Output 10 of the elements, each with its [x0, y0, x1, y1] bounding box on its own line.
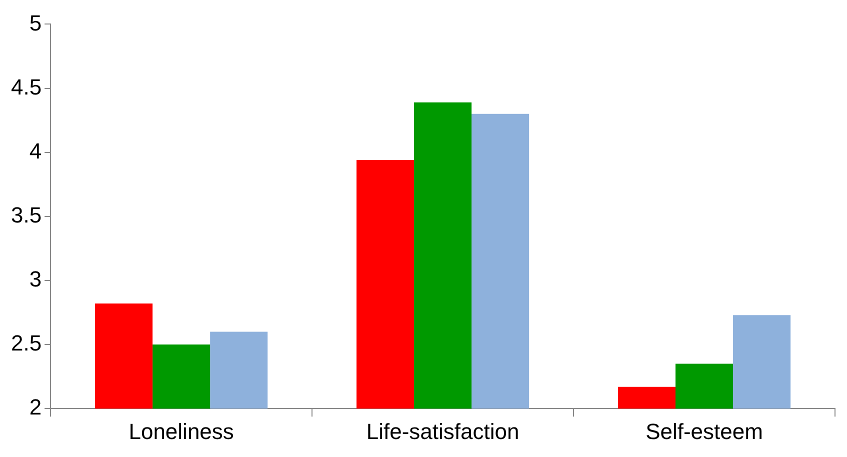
y-tick-label: 3.5 — [10, 202, 42, 228]
y-tick-label: 2 — [29, 394, 42, 420]
y-tick-label: 2.5 — [10, 330, 42, 356]
y-tick-label: 3 — [29, 266, 42, 292]
y-tick-label: 5 — [29, 10, 42, 36]
y-tick-label: 4.5 — [10, 74, 42, 100]
x-tick-label: Loneliness — [128, 418, 234, 444]
x-tick-label: Life-satisfaction — [366, 418, 520, 444]
y-tick-label: 4 — [29, 138, 42, 164]
x-tick-label: Self-esteem — [646, 418, 763, 444]
